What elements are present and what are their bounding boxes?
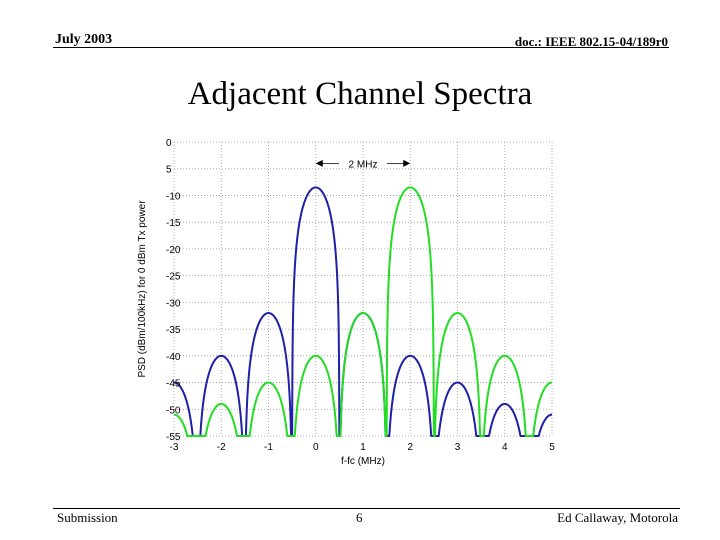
- x-tick-label: 2: [407, 442, 413, 453]
- header-rule: [53, 47, 669, 48]
- x-tick-label: 4: [502, 442, 508, 453]
- y-tick-label: -30: [166, 298, 181, 309]
- series-group: [173, 186, 553, 437]
- y-tick-label: 5: [166, 165, 172, 176]
- y-tick-label: -50: [166, 405, 181, 416]
- header-date: July 2003: [55, 32, 113, 47]
- y-tick-label: -15: [166, 218, 181, 229]
- x-tick-label: 0: [313, 442, 319, 453]
- x-tick-label: -1: [264, 442, 273, 453]
- tick-labels: -3 -2 -1 0 1 2 3 4 505-10-15-20-25-30-35-40-45-5…: [166, 138, 555, 453]
- header-doc-id: doc.: IEEE 802.15-04/189r0: [514, 34, 668, 49]
- y-axis-label: PSD (dBm/100kHz) for 0 dBm Tx power: [137, 200, 148, 378]
- x-axis-label: f-fc (MHz): [341, 456, 385, 467]
- x-tick-label: 3: [455, 442, 461, 453]
- grid: [173, 141, 553, 437]
- annotation-label: 2 MHz: [349, 159, 378, 170]
- annotation-group: 2 MHz: [315, 159, 411, 170]
- series-line-channel-2: [173, 186, 553, 437]
- annotation-arrow-right: [403, 159, 411, 167]
- x-tick-label: -3: [170, 442, 179, 453]
- y-tick-label: -20: [166, 245, 181, 256]
- y-tick-label: -40: [166, 352, 181, 363]
- psd-chart: -3 -2 -1 0 1 2 3 4 505-10-15-20-25-30-35-40-45-5…: [137, 138, 555, 467]
- y-tick-label: -10: [166, 191, 181, 202]
- footer-author: Ed Callaway, Motorola: [557, 510, 678, 525]
- y-tick-label: -45: [166, 379, 181, 390]
- footer-rule: [53, 508, 680, 509]
- annotation-arrow-left: [315, 159, 323, 167]
- x-tick-label: 1: [360, 442, 366, 453]
- footer-submission: Submission: [57, 510, 118, 525]
- y-tick-label: 0: [166, 138, 172, 149]
- x-tick-label: 5: [549, 442, 555, 453]
- footer-page-number: 6: [356, 510, 363, 525]
- y-tick-label: -55: [166, 432, 181, 443]
- x-tick-label: -2: [217, 442, 226, 453]
- y-tick-label: -35: [166, 325, 181, 336]
- series-line-channel-0: [173, 186, 553, 437]
- slide-title: Adjacent Channel Spectra: [187, 76, 533, 112]
- y-tick-label: -25: [166, 272, 181, 283]
